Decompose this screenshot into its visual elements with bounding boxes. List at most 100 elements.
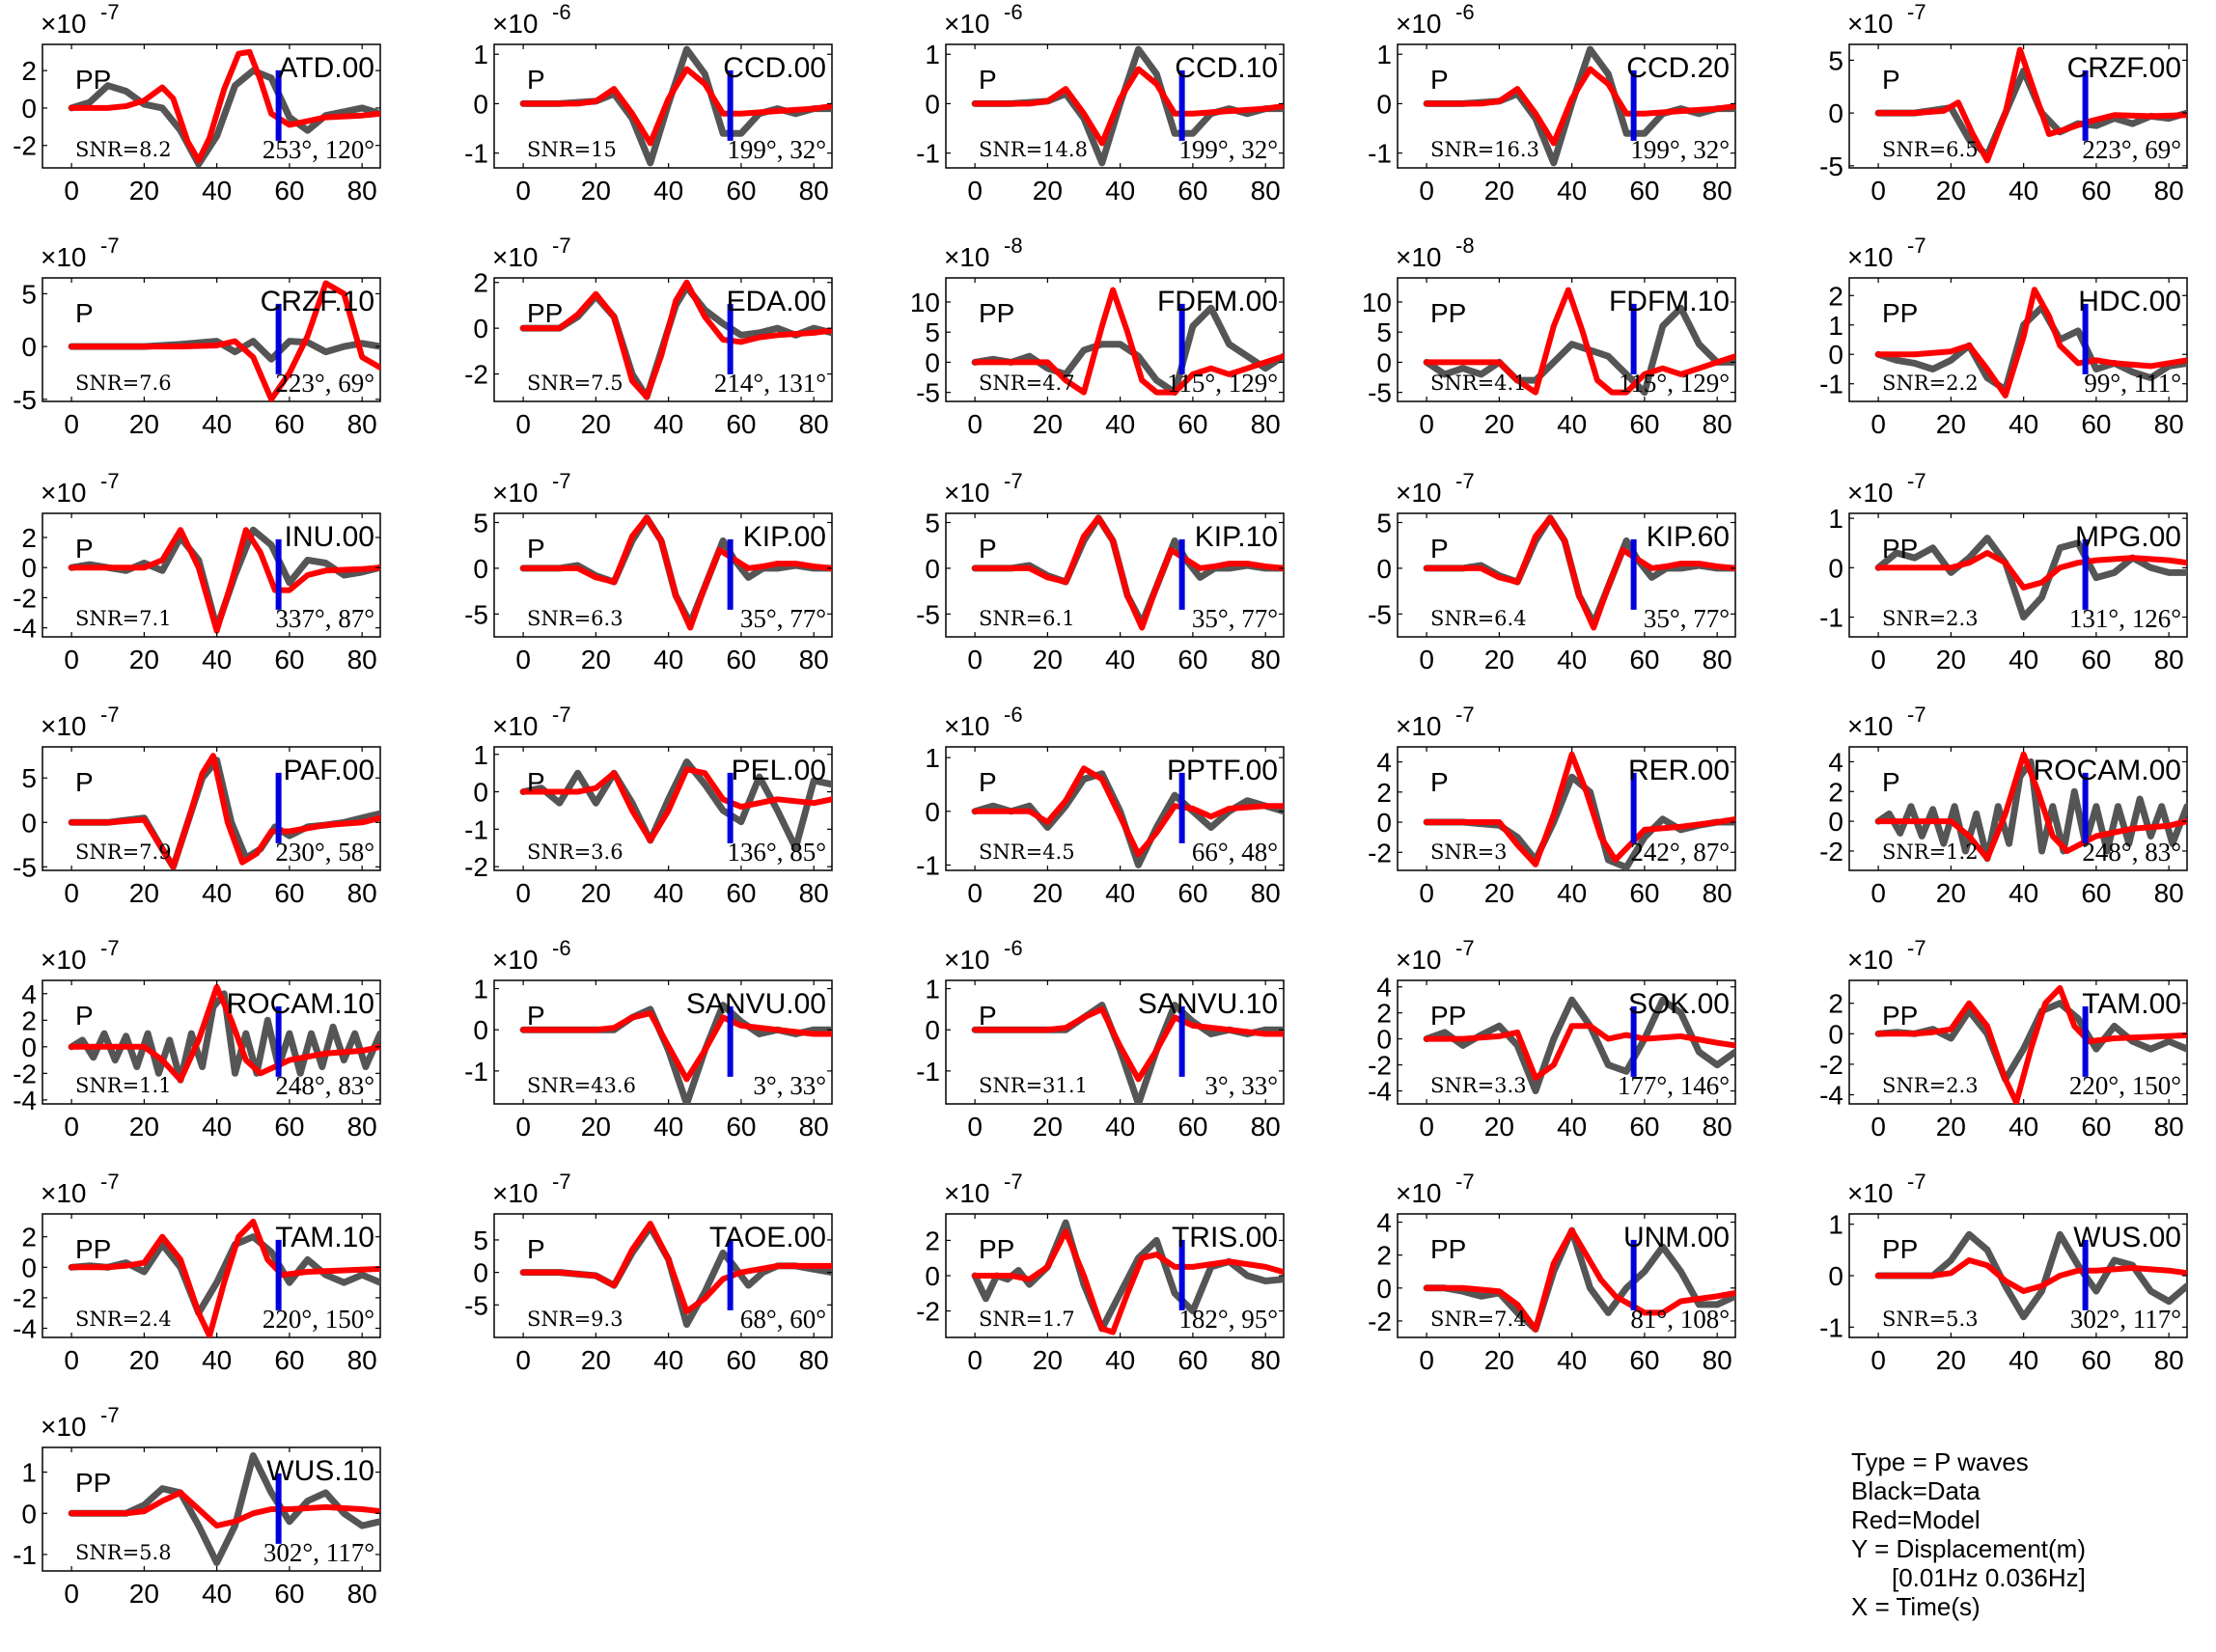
- data-trace: [1874, 1230, 2187, 1321]
- x-tick-label: 20: [581, 1112, 611, 1142]
- x-tick-label: 40: [202, 1579, 232, 1609]
- x-tick-label: 60: [1177, 878, 1207, 908]
- azimuth-label: 177°, 146°: [1618, 1071, 1730, 1100]
- y-tick-label: 0: [1376, 554, 1392, 584]
- azimuth-label: 136°, 85°: [727, 838, 826, 867]
- x-tick-label: 80: [2154, 409, 2184, 439]
- y-exponent-power: -7: [1004, 1170, 1023, 1194]
- x-tick-label: 40: [1105, 645, 1135, 675]
- x-tick-label: 40: [1557, 1112, 1587, 1142]
- y-tick-label: -2: [13, 1283, 37, 1313]
- phase-label: PP: [75, 1234, 111, 1264]
- y-exponent-base: ×10: [1396, 1178, 1442, 1208]
- model-trace: [1424, 287, 1735, 396]
- y-tick-label: -4: [1368, 1077, 1392, 1107]
- legend-box: Type = P waves Black=Data Red=Model Y = …: [1851, 1447, 2086, 1621]
- x-tick-label: 40: [202, 409, 232, 439]
- panel-curves: [68, 280, 380, 401]
- y-exponent-power: -7: [1907, 702, 1926, 727]
- panel-curves: [1874, 1230, 2187, 1321]
- y-exponent-base: ×10: [492, 1178, 539, 1208]
- x-tick-label: 20: [1484, 645, 1514, 675]
- x-tick-label: 0: [967, 645, 983, 675]
- y-tick-label: 4: [1828, 747, 1843, 777]
- x-tick-label: 80: [1251, 1345, 1281, 1375]
- x-tick-label: 20: [581, 1345, 611, 1375]
- y-exponent-power: -6: [552, 0, 571, 24]
- station-label: PEL.00: [732, 755, 826, 786]
- snr-label: SNR=3.6: [527, 840, 623, 864]
- phase-label: PP: [1430, 1234, 1466, 1264]
- y-exponent-power: -7: [100, 234, 120, 258]
- panel-curves: [1423, 1226, 1735, 1333]
- y-exponent-base: ×10: [944, 1178, 990, 1208]
- y-tick-label: 2: [1828, 777, 1843, 807]
- x-tick-label: 80: [1251, 176, 1281, 206]
- x-tick-label: 0: [64, 1579, 79, 1609]
- model-trace: [520, 66, 832, 147]
- y-tick-label: 1: [473, 40, 488, 69]
- model-trace: [69, 1489, 380, 1529]
- x-tick-label: 60: [2081, 878, 2111, 908]
- x-tick-label: 20: [1936, 409, 1966, 439]
- y-exponent-base: ×10: [944, 711, 990, 741]
- snr-label: SNR=8.2: [75, 138, 172, 161]
- station-label: SOK.00: [1628, 988, 1730, 1020]
- x-tick-label: 60: [726, 645, 756, 675]
- phase-label: PP: [1882, 534, 1918, 564]
- model-trace: [520, 766, 832, 843]
- phase-label: PP: [1882, 1001, 1918, 1031]
- x-tick-label: 20: [129, 878, 159, 908]
- y-exponent-power: -6: [1004, 702, 1023, 727]
- x-tick-label: 20: [1033, 176, 1063, 206]
- snr-label: SNR=7.6: [75, 372, 172, 395]
- panel-curves: [519, 1221, 832, 1328]
- phase-label: P: [1882, 65, 1900, 95]
- azimuth-label: 248°, 83°: [275, 1071, 374, 1100]
- x-tick-label: 0: [967, 1345, 983, 1375]
- y-tick-label: 0: [473, 89, 488, 119]
- panel-curves: [519, 514, 832, 631]
- azimuth-label: 66°, 48°: [1192, 838, 1278, 867]
- y-tick-label: -2: [13, 131, 37, 161]
- y-exponent-base: ×10: [41, 242, 87, 272]
- x-tick-label: 40: [1557, 878, 1587, 908]
- x-tick-label: 0: [515, 176, 531, 206]
- azimuth-label: 223°, 69°: [275, 369, 374, 398]
- y-tick-label: 0: [1828, 98, 1843, 128]
- y-exponent-base: ×10: [1847, 1178, 1894, 1208]
- station-label: CCD.20: [1626, 52, 1730, 84]
- y-tick-label: 10: [1362, 288, 1392, 317]
- model-trace: [69, 280, 380, 401]
- model-trace: [1875, 1257, 2187, 1294]
- y-tick-label: 0: [925, 1015, 940, 1045]
- azimuth-label: 199°, 32°: [1630, 135, 1730, 164]
- y-tick-label: -5: [1368, 599, 1392, 629]
- axes-box: [493, 512, 833, 638]
- y-exponent-power: -7: [1455, 469, 1475, 493]
- x-tick-label: 40: [2008, 878, 2038, 908]
- y-tick-label: -1: [916, 850, 940, 880]
- y-tick-label: -2: [464, 852, 488, 882]
- y-exponent-base: ×10: [1396, 711, 1442, 741]
- panel-kip-60: 0 20 40 60 80 -5 0 5×10 -7 P KIP.60 SNR=6.4 35°, 77°: [1368, 469, 1736, 675]
- x-tick-label: 40: [1105, 176, 1135, 206]
- x-tick-label: 40: [2008, 176, 2038, 206]
- azimuth-label: 3°, 33°: [753, 1071, 826, 1100]
- azimuth-label: 242°, 87°: [1630, 838, 1730, 867]
- x-tick-label: 0: [1419, 1345, 1434, 1375]
- snr-label: SNR=4.7: [979, 372, 1075, 395]
- y-tick-label: -5: [1819, 151, 1843, 181]
- azimuth-label: 99°, 111°: [2084, 369, 2181, 398]
- model-trace: [1424, 1227, 1735, 1333]
- snr-label: SNR=16.3: [1430, 138, 1539, 161]
- x-tick-label: 20: [1936, 1112, 1966, 1142]
- azimuth-label: 302°, 117°: [2070, 1305, 2181, 1334]
- model-trace: [1875, 984, 2187, 1104]
- x-tick-label: 80: [1703, 1112, 1732, 1142]
- x-tick-label: 20: [1033, 409, 1063, 439]
- x-tick-label: 80: [1251, 1112, 1281, 1142]
- x-tick-label: 0: [1419, 176, 1434, 206]
